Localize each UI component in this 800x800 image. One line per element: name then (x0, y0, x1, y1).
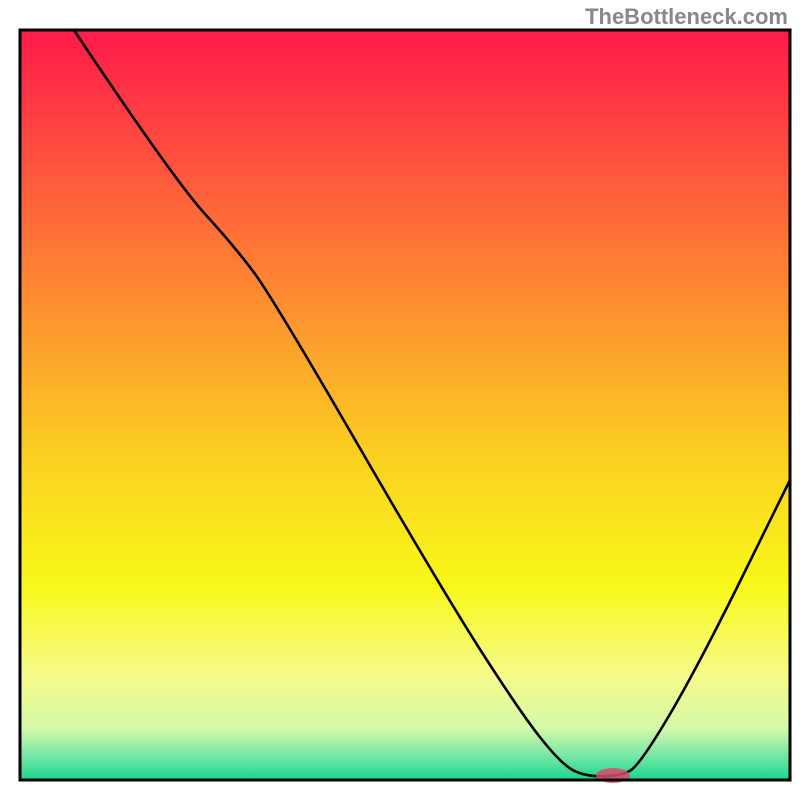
chart-svg (0, 0, 800, 800)
gradient-background (20, 30, 790, 780)
chart-container: TheBottleneck.com (0, 0, 800, 800)
